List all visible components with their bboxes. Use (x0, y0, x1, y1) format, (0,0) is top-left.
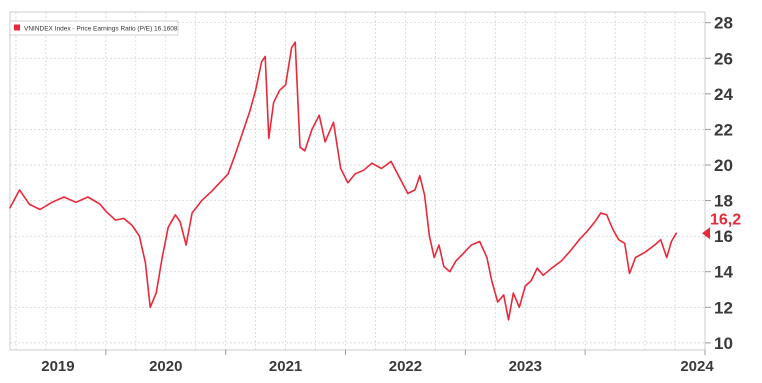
x-tick-label: 2024 (680, 358, 714, 375)
y-axis-ticks: 10 12 14 16 18 20 22 24 26 28 (705, 14, 733, 353)
x-tick-label: 2023 (509, 358, 542, 375)
x-tick-label: 2021 (269, 358, 302, 375)
legend-label: VNINDEX Index - Price Earnings Ratio (P/… (24, 26, 178, 33)
y-tick-label: 18 (714, 192, 733, 211)
last-value-marker-group: 16,2 (702, 211, 741, 240)
x-tick-label: 2020 (149, 358, 182, 375)
y-tick-label: 10 (714, 334, 733, 353)
series-line (9, 41, 677, 321)
x-tick-label: 2022 (389, 358, 422, 375)
y-tick-label: 16 (714, 227, 733, 246)
y-tick-label: 28 (714, 14, 733, 33)
last-value-label: 16,2 (710, 211, 741, 228)
last-value-marker (702, 227, 710, 240)
legend: VNINDEX Index - Price Earnings Ratio (P/… (9, 20, 179, 36)
y-tick-label: 12 (714, 298, 733, 317)
y-tick-label: 24 (714, 85, 733, 104)
y-tick-label: 26 (714, 49, 733, 68)
y-tick-label: 20 (714, 156, 733, 175)
legend-box (9, 20, 179, 36)
grid (10, 12, 706, 350)
axes (9, 11, 706, 351)
x-tick-label: 2019 (41, 358, 74, 375)
legend-swatch (14, 24, 20, 31)
series-group (9, 41, 677, 321)
y-tick-label: 14 (714, 263, 733, 282)
x-axis-ticks: 2019 2020 2021 2022 2023 2024 (41, 350, 714, 375)
y-tick-label: 22 (714, 120, 733, 139)
